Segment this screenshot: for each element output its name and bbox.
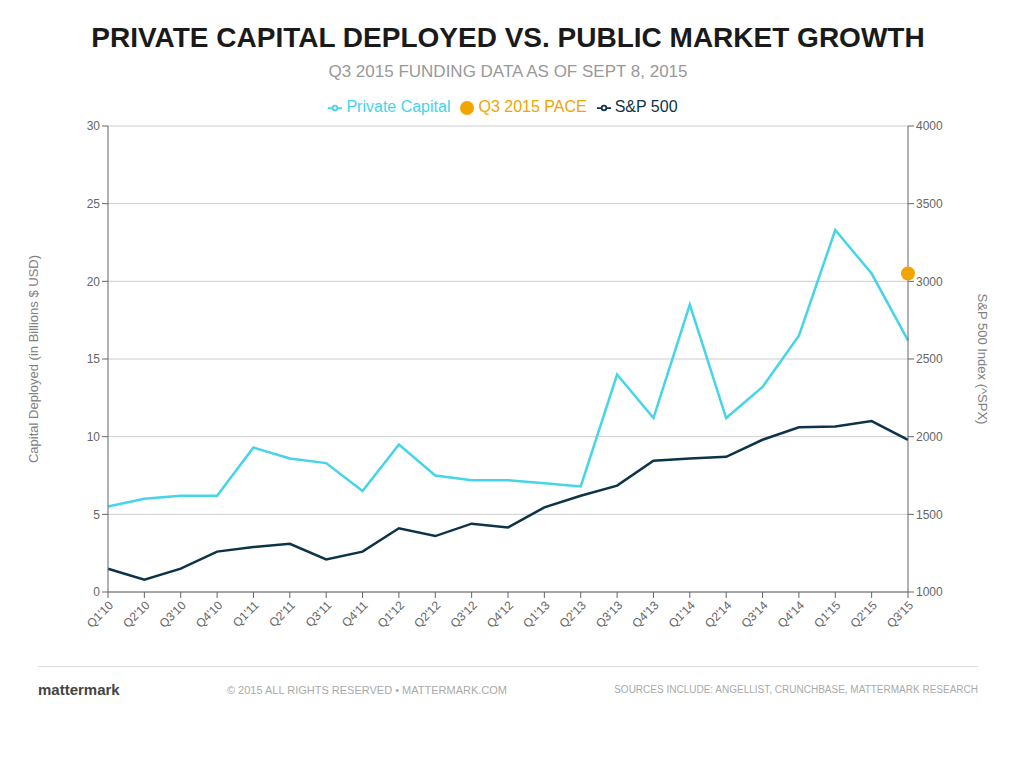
svg-text:2500: 2500 xyxy=(916,352,943,366)
svg-text:Q1'14: Q1'14 xyxy=(666,598,699,631)
svg-text:Q1'13: Q1'13 xyxy=(520,598,553,631)
svg-text:Q4'11: Q4'11 xyxy=(339,598,371,630)
svg-text:Q2'13: Q2'13 xyxy=(557,598,590,631)
svg-text:Q4'14: Q4'14 xyxy=(775,598,808,631)
svg-text:Q3'12: Q3'12 xyxy=(447,598,480,631)
svg-text:Q2'12: Q2'12 xyxy=(411,598,444,631)
html-text:S&P 500: S&P 500 xyxy=(614,98,678,115)
svg-text:0: 0 xyxy=(93,585,100,599)
svg-text:20: 20 xyxy=(87,275,101,289)
svg-text:1500: 1500 xyxy=(916,508,943,522)
html-text:mattermark: mattermark xyxy=(38,681,120,698)
svg-text:Q1'12: Q1'12 xyxy=(375,598,408,631)
svg-text:Q2'10: Q2'10 xyxy=(120,598,153,631)
svg-text:3500: 3500 xyxy=(916,197,943,211)
svg-text:Q4'13: Q4'13 xyxy=(629,598,662,631)
svg-text:Q4'12: Q4'12 xyxy=(484,598,517,631)
svg-text:Q2'15: Q2'15 xyxy=(847,598,880,631)
svg-text:Capital Deployed (in Billions: Capital Deployed (in Billions $ USD) xyxy=(26,255,41,463)
svg-text:30: 30 xyxy=(87,119,101,133)
svg-text:3000: 3000 xyxy=(916,275,943,289)
html-text:Private Capital: Private Capital xyxy=(346,98,451,115)
svg-text:Q3'15: Q3'15 xyxy=(884,598,917,631)
svg-text:Q3'10: Q3'10 xyxy=(157,598,190,631)
html-text:© 2015 ALL RIGHTS RESERVED • M: © 2015 ALL RIGHTS RESERVED • MATTERMARK.… xyxy=(226,683,507,696)
svg-text:5: 5 xyxy=(93,508,100,522)
svg-text:2000: 2000 xyxy=(916,430,943,444)
svg-text:Q1'11: Q1'11 xyxy=(230,598,262,630)
svg-text:Q2'11: Q2'11 xyxy=(266,598,298,630)
html-text:Q3 2015 PACE: Q3 2015 PACE xyxy=(478,98,587,115)
svg-text:S&P 500 Index (^SPX): S&P 500 Index (^SPX) xyxy=(975,294,990,425)
svg-text:Q4'10: Q4'10 xyxy=(193,598,226,631)
svg-text:Q3'14: Q3'14 xyxy=(738,598,771,631)
svg-text:10: 10 xyxy=(87,430,101,444)
svg-text:Q1'10: Q1'10 xyxy=(84,598,117,631)
svg-text:Q3'11: Q3'11 xyxy=(303,598,335,630)
svg-text:25: 25 xyxy=(87,197,101,211)
svg-text:Q3'13: Q3'13 xyxy=(593,598,626,631)
html-text:Q3 2015 FUNDING DATA AS OF SEP: Q3 2015 FUNDING DATA AS OF SEPT 8, 2015 xyxy=(328,62,688,81)
svg-text:1000: 1000 xyxy=(916,585,943,599)
html-text:PRIVATE CAPITAL DEPLOYED VS. P: PRIVATE CAPITAL DEPLOYED VS. PUBLIC MARK… xyxy=(91,22,925,53)
svg-text:Q1'15: Q1'15 xyxy=(811,598,844,631)
html-text:SOURCES INCLUDE: ANGELLIST, CR: SOURCES INCLUDE: ANGELLIST, CRUNCHBASE, … xyxy=(614,684,978,695)
svg-text:15: 15 xyxy=(87,352,101,366)
svg-text:4000: 4000 xyxy=(916,119,943,133)
svg-text:Q2'14: Q2'14 xyxy=(702,598,735,631)
